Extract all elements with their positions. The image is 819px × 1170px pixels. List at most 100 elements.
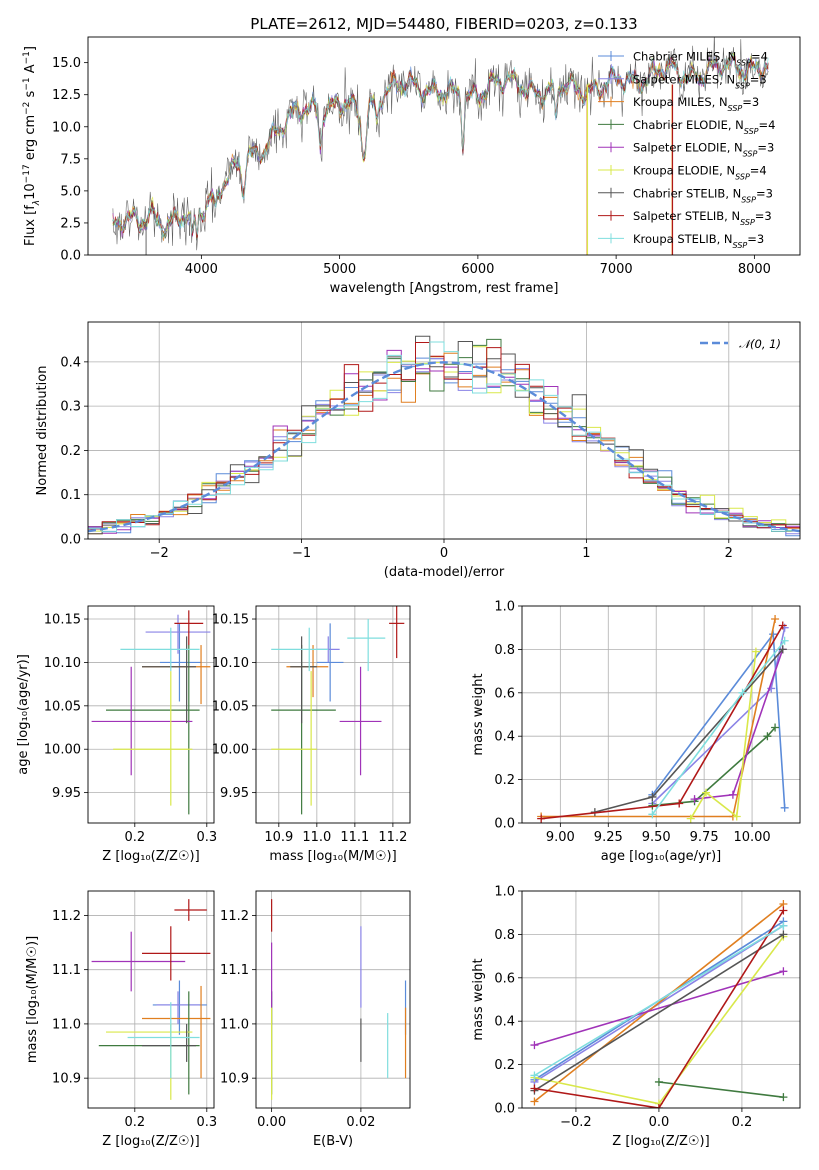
x-tick-label: 0.3 <box>196 830 217 845</box>
grid-lines <box>88 891 214 1108</box>
weight-line-chabrier-elodie <box>652 726 776 807</box>
axes-frame <box>255 605 411 824</box>
weight-marker <box>778 645 787 654</box>
x-tick-label: 2 <box>725 546 733 561</box>
panel-spectrum: 4000 5000 6000 7000 8000 0.0 2.5 5.0 7.5 10.0 12.5… <box>22 15 801 296</box>
legend-entry: Salpeter MILES, NSSP=3 <box>598 72 767 90</box>
histogram-kroupa-stelib <box>88 341 800 533</box>
weight-line-chabrier-stelib <box>533 933 784 1092</box>
x-tick-label: 0.00 <box>257 1115 286 1130</box>
errorbar-point <box>98 991 200 1095</box>
legend-label: Kroupa MILES, NSSP=3 <box>633 95 759 113</box>
legend-model-name: Salpeter STELIB, N <box>633 209 740 223</box>
legend: Chabrier MILES, NSSP=4 Salpeter MILES, NS… <box>598 50 775 250</box>
y-tick-label: 0.6 <box>494 686 515 701</box>
y-tick-label: 11.1 <box>220 963 249 978</box>
errorbar-point <box>174 610 204 646</box>
weight-marker <box>648 792 657 801</box>
legend-model-name: Kroupa ELODIE, N <box>633 164 735 178</box>
legend-nssp: =3 <box>742 95 759 109</box>
x-tick-label: 9.75 <box>690 830 719 845</box>
y-label-part: −1 <box>22 77 32 90</box>
y-tick-label: 0.4 <box>60 355 81 370</box>
errorbar-point <box>174 899 207 921</box>
errorbar-point <box>271 645 336 815</box>
weight-line-kroupa-stelib <box>533 925 784 1077</box>
y-tick-label: 0.0 <box>60 249 81 264</box>
y-tick-label: 9.95 <box>52 786 81 801</box>
axes-frame <box>87 605 215 824</box>
weight-marker <box>702 788 711 797</box>
x-tick-label: −1 <box>292 546 311 561</box>
weight-marker <box>686 814 695 823</box>
legend-nssp: =3 <box>747 232 764 246</box>
legend-label: Chabrier MILES, NSSP=4 <box>633 50 768 68</box>
legend-subscript: SSP <box>740 218 755 227</box>
y-tick-label: 0.0 <box>494 1102 515 1117</box>
legend-model-name: Chabrier ELODIE, N <box>633 118 744 132</box>
y-label-part: A <box>23 64 38 77</box>
x-tick-label: 6000 <box>461 262 494 277</box>
plot-area <box>91 899 211 1100</box>
y-tick-label: 10.00 <box>44 743 81 758</box>
x-tick-label: 9.50 <box>642 830 671 845</box>
axes-frame <box>87 321 801 540</box>
errorbar-point <box>120 627 200 672</box>
legend-entry: Kroupa MILES, NSSP=3 <box>598 95 759 113</box>
x-tick-label: 1 <box>582 546 590 561</box>
errorbar-point <box>271 671 317 806</box>
y-tick-label: 10.10 <box>212 656 249 671</box>
legend-model-name: Chabrier MILES, N <box>633 50 736 64</box>
y-axis-label: mass weight <box>471 958 486 1040</box>
grid-lines <box>256 891 410 1108</box>
y-tick-label: 1.0 <box>494 885 515 900</box>
y-tick-label: 0.2 <box>494 773 515 788</box>
weight-marker <box>779 906 788 915</box>
chart-title: PLATE=2612, MJD=54480, FIBERID=0203, z=0… <box>250 15 637 33</box>
axes-frame <box>521 890 801 1109</box>
y-tick-label: 0.4 <box>494 1015 515 1030</box>
legend-model-name: Kroupa STELIB, N <box>633 232 733 246</box>
panel-mass-vs-EBV: 0.00 0.02 10.9 11.0 11.1 11.2 E(B-V) <box>220 890 411 1149</box>
legend: 𝒩(0, 1) <box>700 337 781 351</box>
weight-marker <box>771 615 780 624</box>
y-tick-label: 1.0 <box>494 600 515 615</box>
x-tick-label: 0.2 <box>124 830 145 845</box>
weight-line-salpeter-elodie <box>694 649 784 800</box>
x-tick-label: 0 <box>440 546 448 561</box>
errorbar-point <box>316 623 344 702</box>
weight-marker <box>779 967 788 976</box>
weight-marker <box>738 688 747 697</box>
weight-marker <box>779 930 788 939</box>
y-label-part: ] <box>23 46 38 51</box>
x-tick-label: 10.00 <box>733 830 770 845</box>
y-label-part: erg cm <box>23 115 38 164</box>
weight-marker <box>732 812 741 821</box>
weight-marker <box>648 810 657 819</box>
panel-mass-vs-Z: 0.2 0.3 10.9 11.0 11.1 11.2 Z [log₁₀(Z/Z☉)] mas… <box>25 890 217 1149</box>
grid-lines <box>88 606 214 823</box>
legend-subscript: SSP <box>743 149 758 158</box>
x-axis-label: mass [log₁₀(M/M☉)] <box>269 849 396 864</box>
y-axis-label: Normed distribution <box>35 366 50 496</box>
x-tick-label: 10.9 <box>264 830 293 845</box>
y-axis-label: mass [log₁₀(M/M☉)] <box>25 936 40 1063</box>
legend-label: 𝒩(0, 1) <box>739 337 781 351</box>
x-tick-label: −0.2 <box>560 1115 592 1130</box>
x-axis-label: age [log₁₀(age/yr)] <box>601 849 722 864</box>
errorbar-point <box>286 645 329 698</box>
weight-line-salpeter-miles <box>651 627 786 805</box>
y-tick-label: 10.05 <box>44 699 81 714</box>
legend-nssp: =3 <box>750 72 767 86</box>
weight-line-salpeter-stelib <box>541 625 784 820</box>
y-tick-label: 11.2 <box>220 909 249 924</box>
weight-marker <box>751 647 760 656</box>
y-tick-label: 7.5 <box>60 152 81 167</box>
weight-marker <box>530 1097 539 1106</box>
legend-label: Kroupa STELIB, NSSP=3 <box>633 232 764 250</box>
y-label-part: λ <box>32 200 42 206</box>
x-axis-label: wavelength [Angstrom, rest frame] <box>330 281 559 296</box>
legend-subscript: SSP <box>735 81 750 90</box>
x-tick-label: 0.02 <box>346 1115 375 1130</box>
errorbar-point <box>106 1023 193 1100</box>
